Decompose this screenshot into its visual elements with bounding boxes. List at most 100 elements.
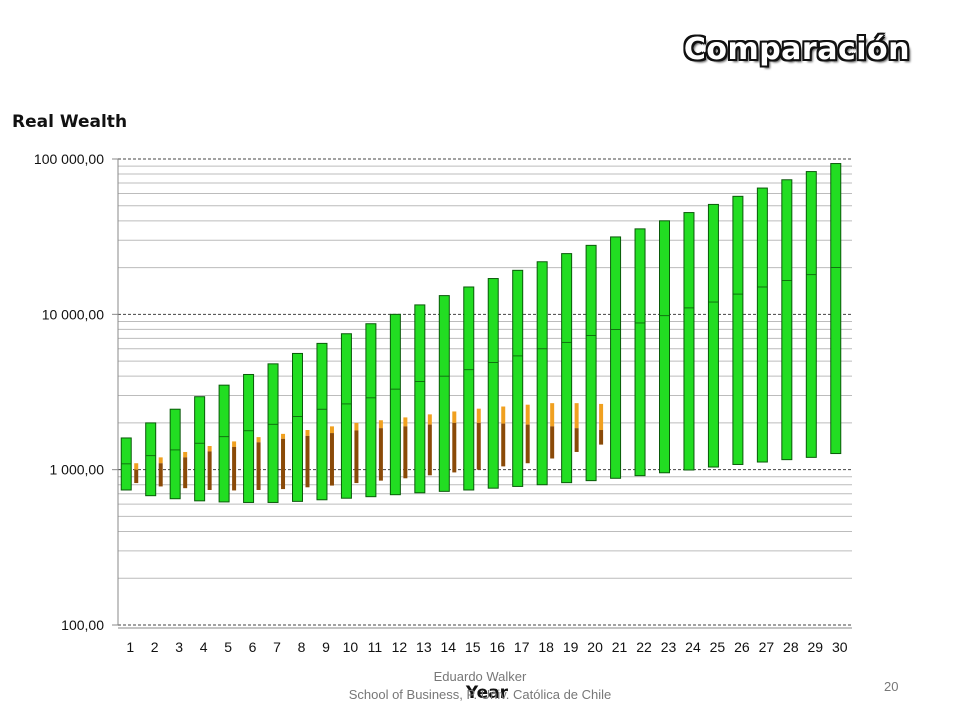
x-tick-label: 19: [563, 639, 579, 655]
orange-bar-upper: [476, 408, 481, 423]
orange-bar-upper: [281, 433, 286, 439]
orange-bar-lower: [207, 451, 212, 490]
orange-bar-lower: [158, 463, 163, 487]
green-bar: [732, 195, 744, 465]
orange-bar-lower: [574, 428, 579, 452]
orange-bar-upper: [354, 422, 359, 431]
y-tick-label: 1 000,00: [50, 462, 105, 478]
green-bar: [585, 244, 597, 482]
x-tick-label: 11: [368, 639, 383, 655]
orange-bar-lower: [183, 457, 188, 489]
orange-bar-upper: [574, 403, 579, 429]
green-bar: [340, 333, 352, 499]
y-tick-label: 10 000,00: [42, 306, 104, 322]
orange-bar-upper: [207, 446, 212, 452]
orange-bar-lower: [134, 469, 139, 484]
orange-bar-upper: [525, 404, 530, 425]
slide-title: Comparación: [683, 32, 910, 67]
green-bar: [512, 269, 524, 487]
green-bar: [194, 396, 206, 502]
green-bar: [438, 295, 450, 492]
x-tick-label: 24: [685, 639, 701, 655]
green-bar: [389, 313, 401, 496]
orange-bar-upper: [158, 457, 163, 464]
green-bar: [316, 342, 328, 501]
x-tick-label: 15: [465, 639, 481, 655]
y-axis-ticks: 100,00 1 000,00 10 000,00 100 000,00: [34, 151, 118, 633]
green-bar: [805, 171, 817, 458]
orange-bar-upper: [501, 406, 506, 424]
orange-bar-upper: [232, 441, 237, 447]
green-bar: [683, 212, 695, 471]
orange-bar-lower: [501, 423, 506, 467]
orange-bar-lower: [525, 424, 530, 464]
green-bar: [536, 261, 548, 486]
x-tick-label: 22: [636, 639, 652, 655]
x-tick-label: 28: [783, 639, 799, 655]
orange-bar-lower: [427, 424, 432, 476]
orange-bar-lower: [354, 430, 359, 484]
x-tick-label: 12: [392, 639, 408, 655]
orange-bar-lower: [403, 426, 408, 479]
x-tick-label: 23: [661, 639, 677, 655]
green-bar: [707, 203, 719, 468]
orange-bar-lower: [550, 426, 555, 459]
green-bar: [634, 228, 646, 477]
orange-bar-upper: [134, 463, 139, 470]
green-bar: [781, 179, 793, 461]
green-bar: [487, 278, 499, 489]
x-tick-label: 14: [441, 639, 457, 655]
orange-bar-upper: [452, 411, 457, 423]
orange-bar-lower: [232, 446, 237, 491]
x-tick-label: 25: [710, 639, 726, 655]
x-axis-label: Year: [465, 683, 509, 703]
y-tick-label: 100 000,00: [34, 151, 104, 167]
x-tick-label: 13: [416, 639, 432, 655]
x-tick-label: 27: [759, 639, 775, 655]
orange-bar-upper: [256, 437, 261, 443]
x-tick-label: 5: [224, 639, 232, 655]
orange-bar-upper: [183, 451, 188, 458]
chart-bars: [120, 163, 842, 503]
x-axis-ticks: 1 2 3 4 5 6 7 8 9 10 11 12 13 14 15 16 17 18 19 20 21 22 23 24 2…: [126, 639, 847, 655]
x-tick-label: 17: [514, 639, 530, 655]
x-tick-label: 4: [200, 639, 208, 655]
chart-title: Real Wealth: [12, 112, 128, 132]
orange-bar-lower: [599, 430, 604, 445]
page-number: 20: [884, 679, 899, 694]
orange-bar-lower: [281, 438, 286, 490]
green-bar: [292, 352, 303, 502]
x-tick-label: 20: [587, 639, 603, 655]
green-bar: [218, 384, 230, 503]
green-bar: [756, 187, 768, 463]
orange-bar-upper: [305, 430, 310, 436]
x-tick-label: 3: [175, 639, 183, 655]
x-tick-label: 1: [126, 639, 134, 655]
footer-institution: School of Business, P. Univ. Católica de…: [348, 687, 612, 702]
green-bar: [463, 286, 475, 491]
x-tick-label: 7: [273, 639, 281, 655]
orange-bar-lower: [476, 422, 481, 470]
x-tick-label: 10: [343, 639, 359, 655]
orange-bar-lower: [452, 422, 457, 473]
green-bar: [610, 236, 622, 479]
y-tick-label: 100,00: [61, 617, 104, 633]
green-bar: [659, 220, 670, 474]
x-tick-label: 18: [538, 639, 554, 655]
orange-bar-lower: [329, 433, 334, 486]
green-bar: [414, 304, 426, 494]
orange-bar-upper: [378, 420, 383, 429]
footer-author: Eduardo Walker: [433, 669, 527, 684]
orange-bar-lower: [378, 428, 383, 481]
x-tick-label: 2: [151, 639, 159, 655]
green-bar: [243, 373, 255, 503]
green-bar: [267, 363, 279, 503]
chart-gridlines: [117, 158, 852, 629]
green-bar: [561, 253, 573, 484]
orange-bar-upper: [427, 414, 432, 425]
x-tick-label: 21: [612, 639, 628, 655]
orange-bar-lower: [305, 435, 310, 488]
orange-bar-upper: [550, 403, 555, 427]
x-tick-label: 6: [249, 639, 257, 655]
